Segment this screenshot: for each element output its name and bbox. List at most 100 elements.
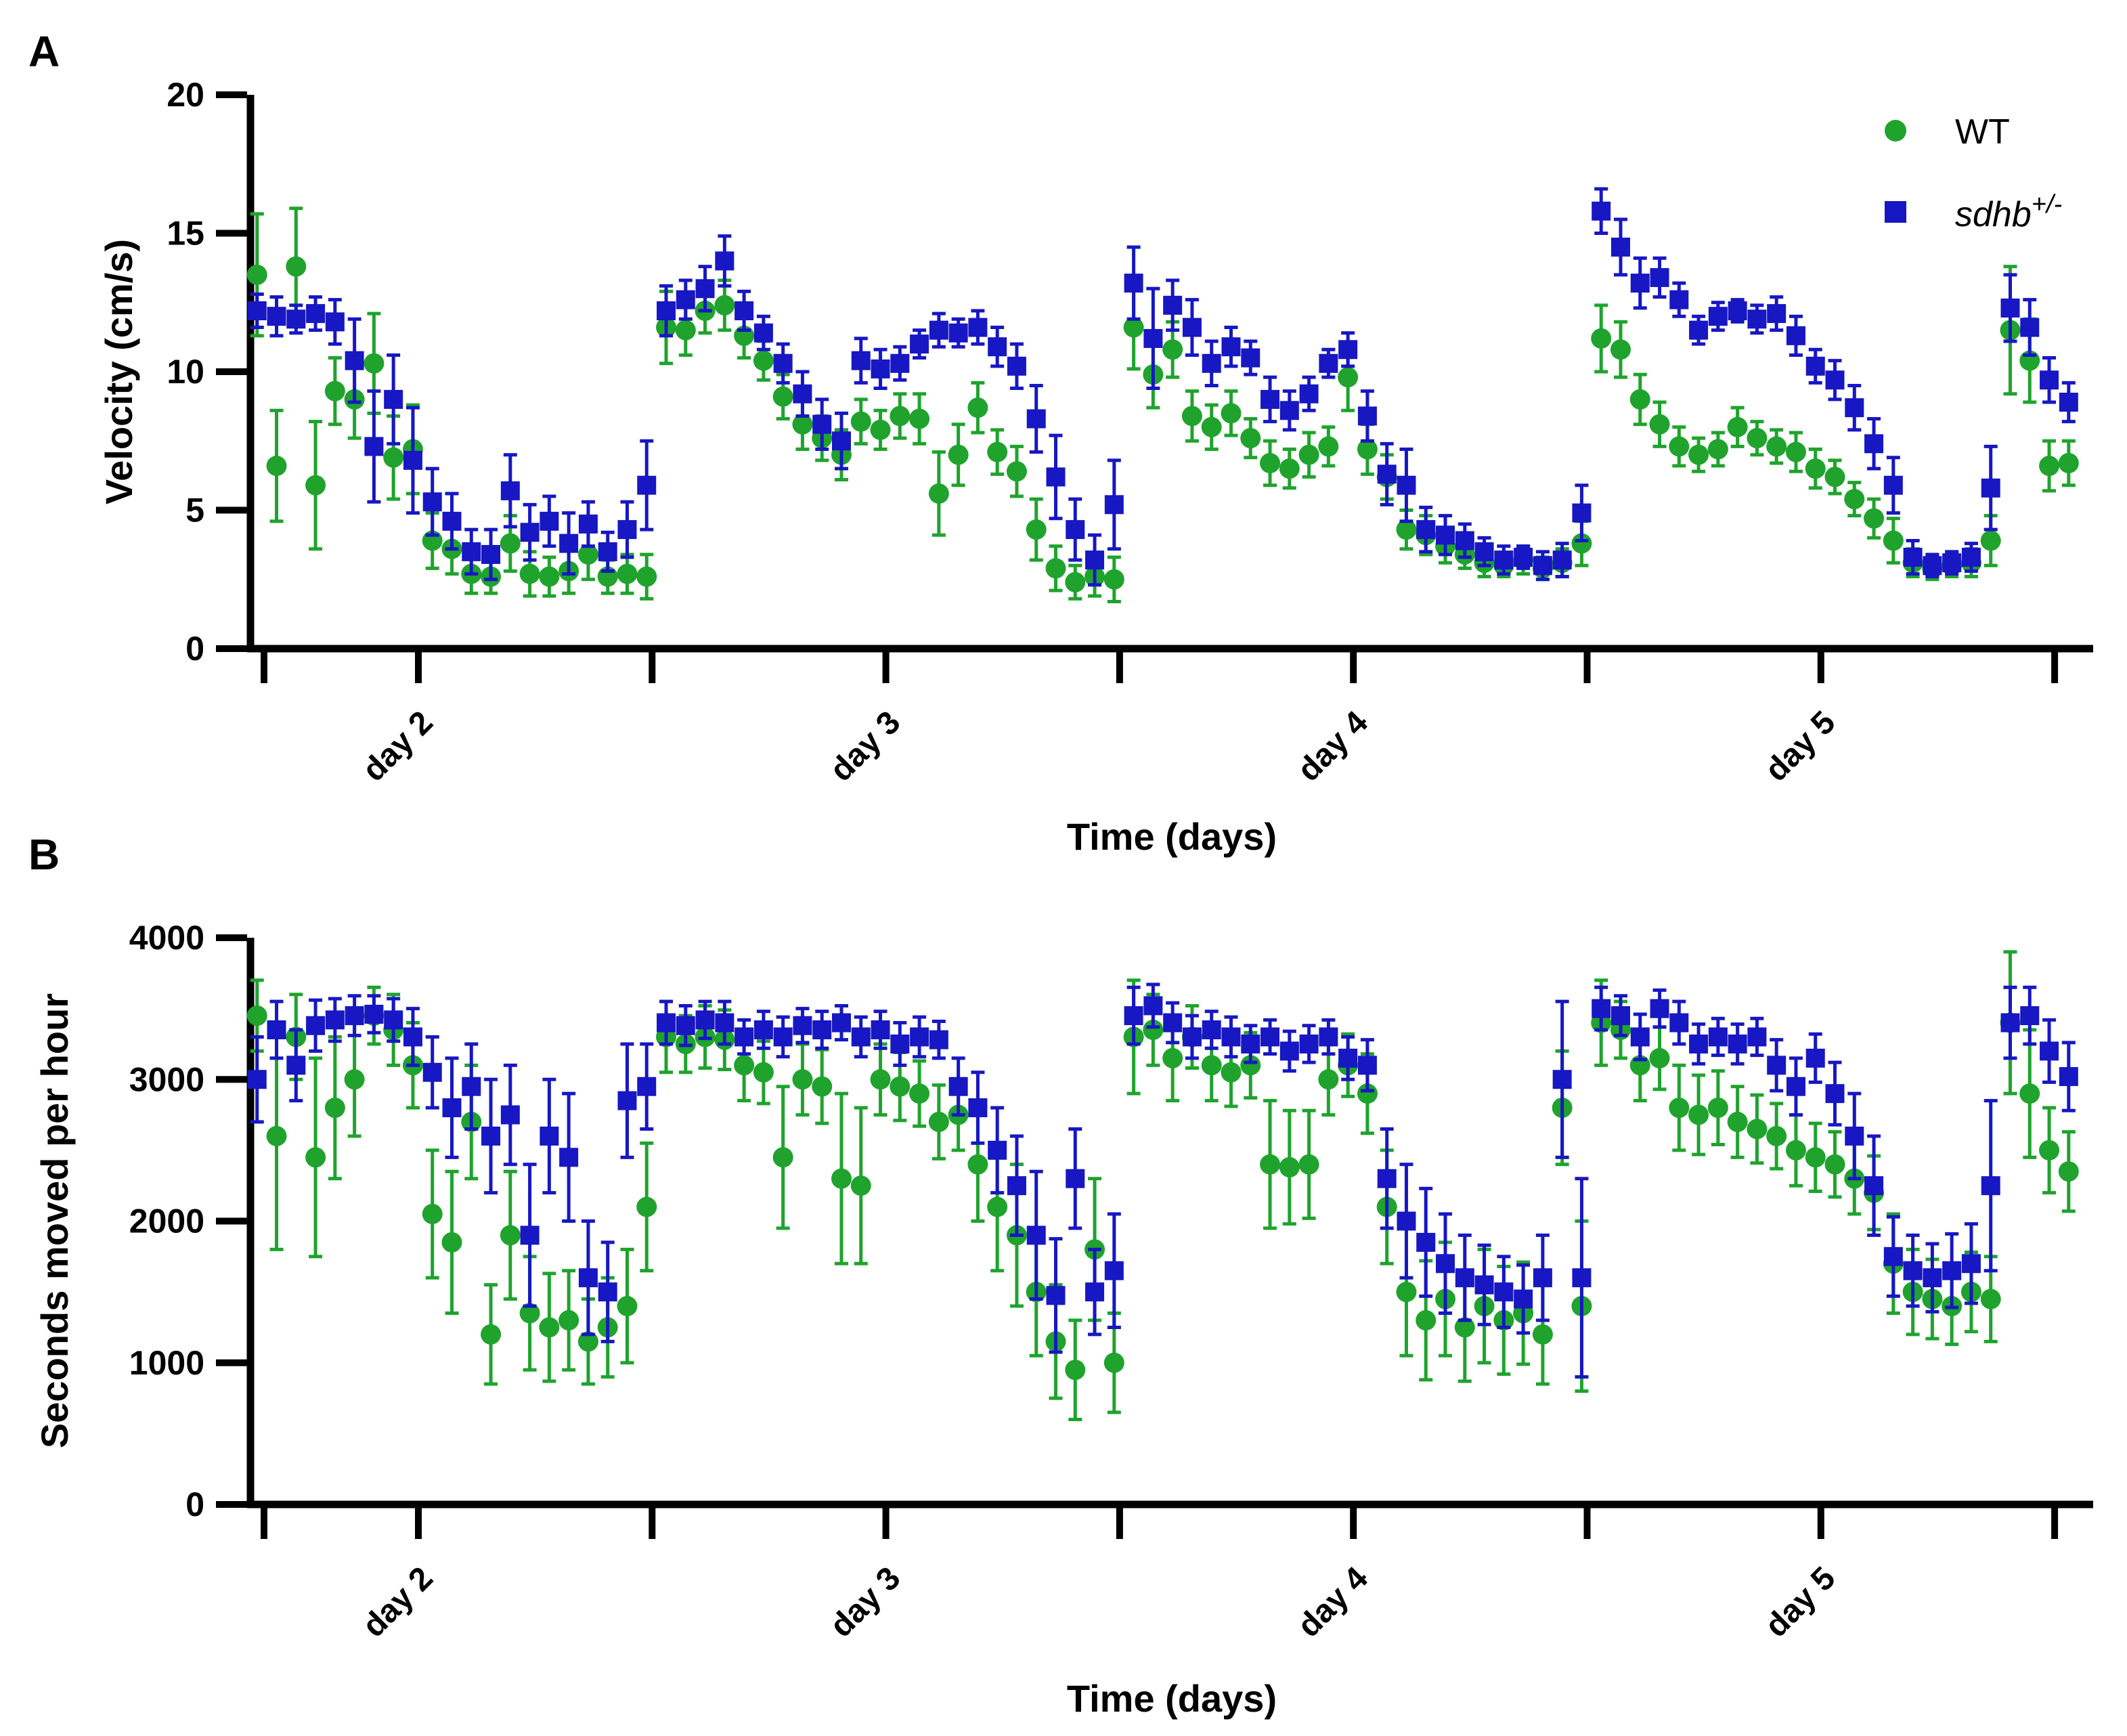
sdhb-marker-icon bbox=[1767, 1056, 1786, 1075]
sdhb-point bbox=[1143, 286, 1163, 391]
y-tick-label: 0 bbox=[185, 630, 204, 668]
sdhb-point bbox=[2000, 273, 2020, 343]
sdhb-point bbox=[2059, 1041, 2078, 1112]
sdhb-marker-icon bbox=[1046, 1286, 1066, 1305]
sdhb-point bbox=[1455, 522, 1474, 559]
wt-marker-icon bbox=[1669, 436, 1690, 457]
sdhb-point bbox=[1494, 544, 1514, 576]
wt-marker-icon bbox=[519, 563, 540, 584]
x-tick-label: day 2 bbox=[356, 1560, 440, 1644]
sdhb-marker-icon bbox=[1572, 1268, 1592, 1288]
wt-marker-icon bbox=[577, 1331, 598, 1352]
sdhb-point bbox=[1026, 383, 1046, 454]
wt-marker-icon bbox=[1298, 1154, 1319, 1175]
wt-marker-icon bbox=[1805, 1147, 1826, 1168]
sdhb-point bbox=[1883, 456, 1903, 515]
wt-point bbox=[1785, 1113, 1806, 1188]
sdhb-point bbox=[598, 1240, 617, 1343]
sdhb-point bbox=[676, 1003, 695, 1047]
sdhb-point bbox=[1241, 339, 1260, 376]
sdhb-marker-icon bbox=[2040, 1041, 2059, 1061]
sdhb-point bbox=[306, 998, 326, 1053]
sdhb-marker-icon bbox=[462, 542, 481, 561]
sdhb-point bbox=[1377, 441, 1397, 506]
sdhb-point bbox=[1805, 1032, 1825, 1084]
sdhb-marker-icon bbox=[1007, 1176, 1026, 1196]
x-tick-label: day 5 bbox=[1758, 1560, 1842, 1644]
sdhb-point bbox=[1610, 217, 1630, 277]
sdhb-marker-icon bbox=[1845, 1126, 1864, 1146]
sdhb-point bbox=[1026, 1169, 1046, 1301]
sdhb-point bbox=[1299, 375, 1319, 412]
y-tick-label: 15 bbox=[167, 215, 204, 253]
wt-marker-icon bbox=[1747, 1119, 1768, 1140]
wt-marker-icon bbox=[1065, 1360, 1086, 1381]
wt-point bbox=[1883, 517, 1904, 565]
wt-marker-icon bbox=[870, 419, 891, 440]
sdhb-marker-icon bbox=[286, 309, 306, 329]
sdhb-point bbox=[2000, 985, 2020, 1060]
wt-marker-icon bbox=[1026, 519, 1047, 540]
sdhb-marker-icon bbox=[676, 290, 695, 309]
wt-marker-icon bbox=[1610, 339, 1631, 360]
sdhb-marker-icon bbox=[1397, 475, 1416, 495]
sdhb-marker-icon bbox=[1066, 520, 1085, 540]
wt-marker-icon bbox=[1357, 1083, 1378, 1104]
sdhb-point bbox=[1650, 988, 1669, 1029]
sdhb-marker-icon bbox=[306, 1016, 326, 1035]
sdhb-marker-icon bbox=[1338, 340, 1358, 360]
sdhb-point bbox=[1552, 999, 1572, 1159]
sdhb-marker-icon bbox=[1377, 464, 1397, 484]
wt-marker-icon bbox=[1766, 1125, 1787, 1146]
y-tick-label: 1000 bbox=[129, 1344, 204, 1382]
sdhb-point bbox=[247, 1035, 267, 1124]
wt-point bbox=[344, 1021, 365, 1138]
sdhb-point bbox=[384, 997, 403, 1043]
sdhb-series bbox=[247, 187, 2078, 587]
sdhb-marker-icon bbox=[831, 1013, 851, 1033]
wt-point bbox=[2058, 439, 2079, 487]
wt-point bbox=[850, 397, 871, 446]
sdhb-point bbox=[1592, 187, 1611, 235]
sdhb-point bbox=[559, 1091, 579, 1223]
sdhb-point bbox=[1241, 1024, 1260, 1064]
panel-b-y-axis-title: Seconds moved per hour bbox=[33, 993, 76, 1448]
sdhb-point bbox=[1552, 542, 1572, 579]
sdhb-marker-icon bbox=[1357, 1056, 1377, 1075]
sdhb-point bbox=[1572, 1177, 1592, 1379]
wt-marker-icon bbox=[792, 1069, 813, 1090]
sdhb-point bbox=[1066, 497, 1085, 562]
sdhb-point bbox=[734, 1018, 754, 1056]
sdhb-marker-icon bbox=[948, 323, 968, 343]
sdhb-point bbox=[1104, 458, 1124, 551]
sdhb-marker-icon bbox=[1786, 1077, 1805, 1096]
wt-point bbox=[2019, 1028, 2040, 1159]
panel-a-x-axis-title: Time (days) bbox=[1067, 815, 1277, 858]
sdhb-point bbox=[851, 1015, 871, 1059]
sdhb-marker-icon bbox=[1104, 495, 1124, 515]
sdhb-marker-icon bbox=[1260, 389, 1280, 409]
wt-point bbox=[636, 552, 657, 601]
sdhb-point bbox=[812, 1010, 832, 1050]
wt-marker-icon bbox=[948, 444, 969, 465]
sdhb-marker-icon bbox=[929, 320, 948, 340]
sdhb-marker-icon bbox=[267, 307, 286, 326]
sdhb-marker-icon bbox=[481, 544, 501, 564]
wt-marker-icon bbox=[850, 1175, 871, 1196]
sdhb-point bbox=[968, 309, 988, 346]
sdhb-point bbox=[1942, 550, 1962, 576]
wt-marker-icon bbox=[1396, 519, 1417, 540]
sdhb-point bbox=[559, 511, 579, 576]
sdhb-point bbox=[1066, 1127, 1085, 1230]
wt-point bbox=[1181, 389, 1202, 443]
sdhb-point bbox=[1377, 1127, 1397, 1230]
sdhb-marker-icon bbox=[1026, 1225, 1046, 1245]
sdhb-marker-icon bbox=[968, 318, 988, 337]
wt-marker-icon bbox=[734, 1055, 755, 1076]
sdhb-point bbox=[1221, 1015, 1241, 1059]
sdhb-point bbox=[286, 1028, 306, 1103]
sdhb-marker-icon bbox=[520, 1225, 540, 1245]
sdhb-marker-icon bbox=[1085, 1282, 1105, 1302]
sdhb-marker-icon bbox=[657, 1013, 676, 1033]
